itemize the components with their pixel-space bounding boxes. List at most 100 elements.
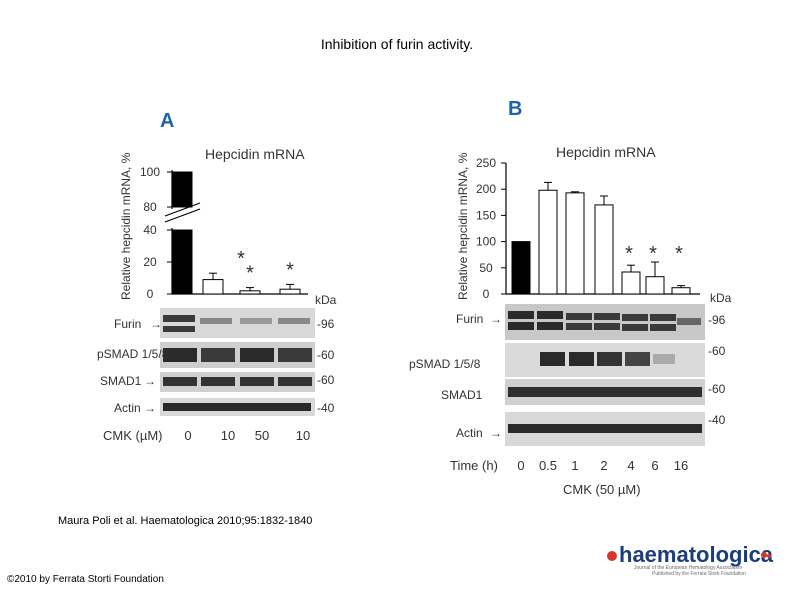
panel-b-band bbox=[622, 314, 648, 321]
panel-b-xtick-label: 0.5 bbox=[539, 458, 557, 473]
kda-marker: -96 bbox=[708, 313, 726, 327]
panel-b-bar bbox=[594, 204, 614, 295]
arrow-right-icon: → bbox=[150, 317, 162, 331]
panel-a-band bbox=[200, 318, 232, 324]
panel-b-bar bbox=[671, 287, 691, 295]
panel-b-ytick-label: 250 bbox=[476, 156, 496, 170]
panel-a-kda-label: kDa bbox=[315, 293, 337, 307]
panel-a-band bbox=[240, 318, 272, 324]
panel-b-ytick-label: 150 bbox=[476, 208, 496, 222]
panel-b-band bbox=[540, 352, 565, 366]
panel-b-blot-furin bbox=[505, 304, 705, 340]
panel-a-xtick-label: 0 bbox=[184, 428, 191, 443]
panel-b-bar bbox=[621, 271, 641, 295]
panel-b-blot-label: Furin bbox=[456, 312, 483, 326]
panel-b-kda-markers: -96 -60 -60 -40 bbox=[708, 313, 726, 427]
panel-a-ytick-label: 0 bbox=[147, 287, 154, 301]
panel-a-bar bbox=[171, 229, 193, 295]
kda-marker: -96 bbox=[317, 317, 335, 331]
logo-ornament-icon bbox=[767, 554, 771, 558]
panel-b-band bbox=[594, 323, 620, 330]
axis-break-mark bbox=[164, 208, 201, 223]
panel-b-ytick-label: 200 bbox=[476, 182, 496, 196]
panel-a-bar bbox=[202, 279, 224, 295]
panel-a-chart-title: Hepcidin mRNA bbox=[205, 146, 305, 162]
panel-b-xtick-label: 6 bbox=[651, 458, 658, 473]
logo-tagline: Journal of the European Hematology Assoc… bbox=[634, 565, 742, 571]
panel-b-ytick-label: 100 bbox=[476, 235, 496, 249]
panel-a-blot-label: SMAD1 bbox=[100, 374, 142, 388]
panel-a-band bbox=[163, 403, 311, 411]
logo-mark-icon bbox=[607, 551, 617, 561]
panel-a-blots bbox=[160, 308, 315, 416]
panel-b-xaxis-label: Time (h) bbox=[450, 458, 498, 473]
panel-a-band bbox=[201, 377, 235, 386]
kda-marker: -40 bbox=[317, 401, 335, 415]
panel-a-significance: * bbox=[246, 263, 254, 285]
panel-b-xtick-label: 16 bbox=[674, 458, 688, 473]
panel-b-bar bbox=[538, 189, 558, 295]
panel-b-band bbox=[566, 313, 592, 320]
panel-a-band bbox=[278, 348, 312, 362]
arrow-right-icon: → bbox=[144, 374, 156, 388]
panel-a-ytick-label: 80 bbox=[143, 200, 157, 214]
panel-a-kda-markers: -96 -60 -60 -40 bbox=[317, 317, 335, 415]
panel-b-band bbox=[566, 323, 592, 330]
panel-a-blot-label: Actin bbox=[114, 401, 141, 415]
panel-a-band bbox=[240, 348, 274, 362]
panel-a-xtick-label: 10 bbox=[296, 428, 310, 443]
panel-b-band bbox=[569, 352, 594, 366]
haematologica-logo: haematologica Journal of the European He… bbox=[607, 542, 774, 577]
panel-a-band bbox=[278, 377, 312, 386]
panel-b-band bbox=[594, 313, 620, 320]
panel-a-xtick-label: 10 bbox=[221, 428, 235, 443]
panel-a-bar bbox=[171, 171, 193, 208]
kda-marker: -60 bbox=[317, 348, 335, 362]
panel-a-band bbox=[163, 326, 195, 332]
panel-a-band bbox=[163, 348, 197, 362]
panel-b-band bbox=[508, 311, 534, 319]
panel-a-xaxis-label: CMK (µM) bbox=[103, 428, 162, 443]
panel-a-ylabel: Relative hepcidin mRNA, % bbox=[119, 152, 133, 300]
logo-wordmark: haematologica bbox=[619, 542, 774, 567]
arrow-right-icon: → bbox=[144, 401, 156, 415]
panel-b-band bbox=[677, 318, 701, 325]
panel-b-band bbox=[537, 322, 563, 330]
panel-a-band bbox=[163, 377, 197, 386]
panel-b-ytick-label: 50 bbox=[479, 261, 493, 275]
panel-a-ytick-label: 20 bbox=[143, 255, 157, 269]
kda-marker: -60 bbox=[708, 382, 726, 396]
arrow-right-icon: → bbox=[490, 312, 502, 326]
panel-b-ytick-label: 0 bbox=[483, 287, 490, 301]
panel-b-band bbox=[508, 387, 702, 397]
panel-a-band bbox=[278, 318, 310, 324]
panel-b-kda-label: kDa bbox=[710, 291, 732, 305]
kda-marker: -40 bbox=[708, 413, 726, 427]
panel-b-chart-title: Hepcidin mRNA bbox=[556, 144, 656, 160]
panel-b-condition-label: CMK (50 µM) bbox=[563, 482, 641, 497]
panel-a-blot-smad1 bbox=[160, 372, 315, 392]
slide-title: Inhibition of furin activity. bbox=[320, 36, 474, 52]
panel-a-ytick-label: 100 bbox=[140, 165, 160, 179]
panel-b-chart: 0 50 100 150 200 250 * * * bbox=[476, 156, 700, 301]
logo-tagline: Published by the Ferrata Storti Foundati… bbox=[652, 571, 746, 577]
panel-b-band bbox=[650, 314, 676, 321]
kda-marker: -60 bbox=[708, 344, 726, 358]
panel-b-bar bbox=[645, 276, 665, 295]
panel-b-blot-label: SMAD1 bbox=[441, 388, 483, 402]
panel-b-ylabel: Relative hepcidin mRNA, % bbox=[456, 152, 470, 300]
panel-a-letter: A bbox=[160, 110, 174, 132]
panel-b-xtick-label: 4 bbox=[627, 458, 634, 473]
panel-b-letter: B bbox=[508, 98, 522, 120]
panel-b-significance: * bbox=[675, 243, 683, 265]
panel-b-significance: * bbox=[625, 243, 633, 265]
panel-b-xticks: 0 0.5 1 2 4 6 16 bbox=[517, 458, 688, 473]
panel-a-band bbox=[163, 315, 195, 322]
panel-b-significance: * bbox=[649, 243, 657, 265]
panel-b-band bbox=[537, 311, 563, 319]
panel-b-blot-label: pSMAD 1/5/8 bbox=[409, 357, 481, 371]
panel-b-band bbox=[625, 352, 650, 366]
panel-b-blots bbox=[505, 304, 705, 446]
